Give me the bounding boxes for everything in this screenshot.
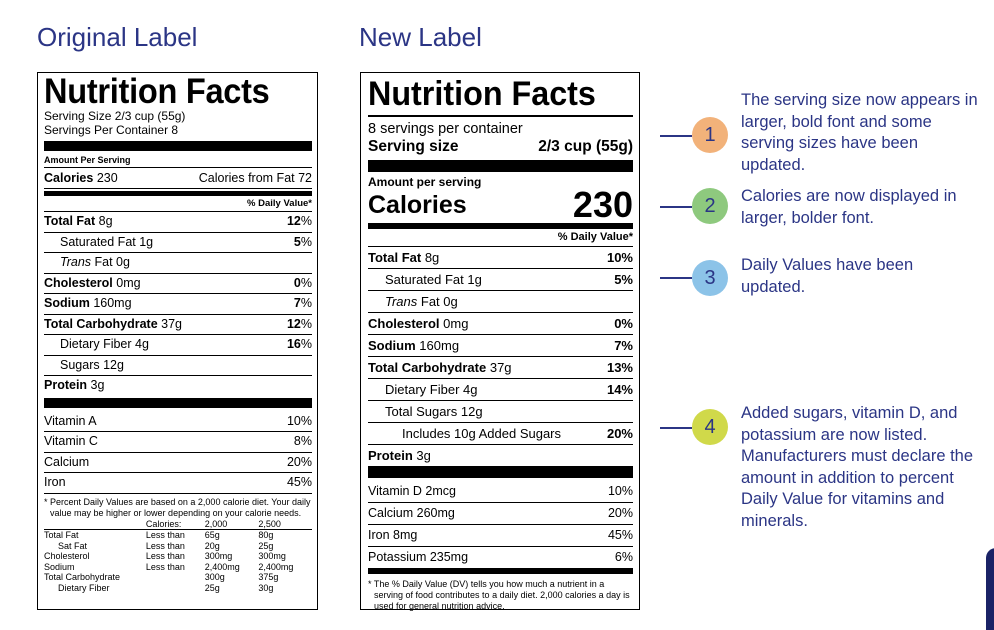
connector-line <box>660 135 692 137</box>
new-title: Nutrition Facts <box>368 75 596 113</box>
nutrient-row: Cholesterol 0mg 0% <box>44 274 312 294</box>
nutrient-row-added-sugars: Includes 10g Added Sugars 20% <box>368 423 633 445</box>
vitamin-row: Calcium 260mg 20% <box>368 503 633 525</box>
vitamin-row: Potassium 235mg 6% <box>368 547 633 569</box>
calories-label: Calories <box>44 171 94 185</box>
calories-value: 230 <box>572 184 633 225</box>
calories-from-fat: Calories from Fat 72 <box>198 171 312 185</box>
vitamin-row: Vitamin A 10% <box>44 412 312 432</box>
new-footnote: * The % Daily Value (DV) tells you how m… <box>368 579 630 611</box>
nutrient-row: Sugars 12g <box>44 356 312 376</box>
original-serving-size: Serving Size 2/3 cup (55g) <box>44 109 186 123</box>
annotation-number-3: 3 <box>692 260 728 296</box>
connector-line <box>660 277 692 279</box>
annotation-text-1: The serving size now appears in larger, … <box>741 91 978 174</box>
nutrient-row: Cholesterol 0mg 0% <box>368 313 633 335</box>
nutrient-row: Total Sugars 12g <box>368 401 633 423</box>
new-amount-per-serving: Amount per serving <box>368 175 482 189</box>
nutrient-row: Total Carbohydrate 37g 12% <box>44 315 312 335</box>
nutrient-row: Sodium 160mg 7% <box>368 335 633 357</box>
nutrient-row: Total Fat 8g 12% <box>44 212 312 233</box>
divider <box>44 397 312 408</box>
original-servings-per-container: Servings Per Container 8 <box>44 123 179 137</box>
original-dv-header: % Daily Value* <box>44 196 312 212</box>
original-nutrition-label: Nutrition Facts Serving Size 2/3 cup (55… <box>37 72 318 610</box>
new-label-heading: New Label <box>359 22 482 52</box>
nutrient-row: Protein 3g <box>368 448 431 463</box>
nutrient-row: Trans Fat 0g <box>44 253 312 274</box>
original-footnote: * Percent Daily Values are based on a 2,… <box>44 496 311 518</box>
daily-values-table: Calories: 2,000 2,500 Total Fat Less than 65… <box>44 518 312 594</box>
annotation-number-4: 4 <box>692 409 728 445</box>
divider <box>368 569 633 574</box>
new-dv-header: % Daily Value* <box>368 229 633 247</box>
divider <box>368 466 633 478</box>
nutrient-row: Sodium 160mg 7% <box>44 294 312 315</box>
divider <box>44 191 312 196</box>
divider <box>368 223 633 229</box>
nutrient-row: Protein 3g <box>44 378 105 392</box>
nutrient-row: Trans Fat 0g <box>368 291 633 313</box>
calories-value: 230 <box>96 171 118 185</box>
divider <box>368 160 633 172</box>
nutrient-row: Total Carbohydrate 37g 13% <box>368 357 633 379</box>
calories-label: Calories <box>368 191 467 219</box>
annotation-number-2: 2 <box>692 188 728 224</box>
nutrient-row: Saturated Fat 1g 5% <box>368 269 633 291</box>
connector-line <box>660 206 692 208</box>
annotation-text-3: Daily Values have been updated. <box>741 256 914 296</box>
annotation-text-4: Added sugars, vitamin D, and potassium a… <box>741 404 974 530</box>
vitamin-row: Iron 8mg 45% <box>368 525 633 547</box>
divider <box>368 115 633 117</box>
connector-line <box>660 427 692 429</box>
new-calories-row: Calories 230 <box>368 184 633 225</box>
original-calories-row: Calories 230 Calories from Fat 72 <box>44 168 312 189</box>
original-label-heading: Original Label <box>37 22 198 52</box>
new-servings-per-container: 8 servings per container <box>368 121 523 137</box>
original-title: Nutrition Facts <box>44 72 270 111</box>
vitamin-row: Iron 45% <box>44 473 312 494</box>
vitamin-row: Calcium 20% <box>44 453 312 473</box>
vitamin-row: Vitamin C 8% <box>44 432 312 453</box>
new-serving-size-row: Serving size 2/3 cup (55g) <box>368 138 633 155</box>
page-edge-decoration <box>986 548 994 630</box>
nutrient-row: Dietary Fiber 4g 16% <box>44 335 312 356</box>
vitamin-row: Vitamin D 2mcg 10% <box>368 481 633 503</box>
new-nutrition-label: Nutrition Facts 8 servings per container… <box>360 72 640 611</box>
nutrient-row: Dietary Fiber 4g 14% <box>368 379 633 401</box>
annotation-number-1: 1 <box>692 117 728 153</box>
divider <box>44 141 312 151</box>
original-amount-per-serving: Amount Per Serving <box>44 154 312 168</box>
nutrient-row: Total Fat 8g 10% <box>368 247 633 269</box>
nutrient-row: Saturated Fat 1g 5% <box>44 233 312 253</box>
annotation-text-2: Calories are now displayed in larger, bo… <box>741 187 957 227</box>
